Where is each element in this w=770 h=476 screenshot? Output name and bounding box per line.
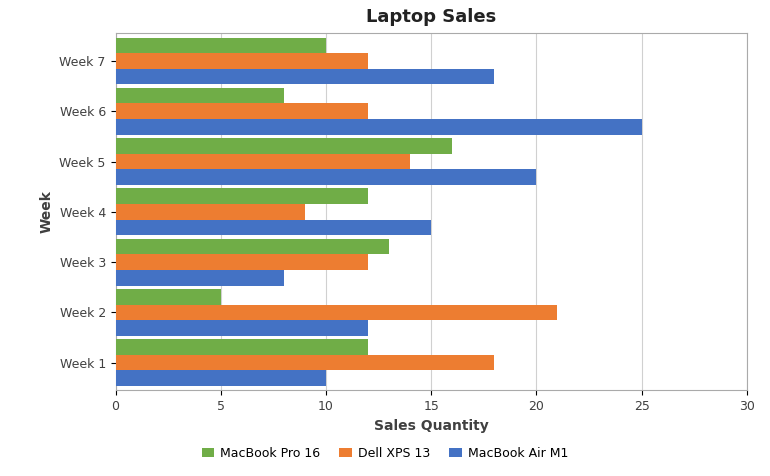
Bar (116, 305, 557, 320)
Bar (116, 219, 431, 235)
Bar (116, 270, 284, 286)
Bar (116, 38, 326, 53)
Bar (116, 370, 326, 386)
Bar (116, 119, 641, 135)
Bar (116, 53, 368, 69)
Bar (116, 169, 537, 185)
Bar (116, 188, 368, 204)
Bar (116, 320, 368, 336)
Bar (116, 103, 368, 119)
Legend: MacBook Pro 16, Dell XPS 13, MacBook Air M1: MacBook Pro 16, Dell XPS 13, MacBook Air… (197, 442, 573, 465)
Bar (116, 88, 284, 103)
Title: Laptop Sales: Laptop Sales (366, 8, 497, 26)
Bar (116, 69, 494, 84)
Bar (116, 289, 221, 305)
Bar (116, 204, 305, 219)
Bar (116, 254, 368, 270)
Y-axis label: Week: Week (40, 190, 54, 233)
Bar (116, 339, 368, 355)
Bar (116, 138, 452, 154)
Bar (116, 355, 494, 370)
Bar (116, 238, 389, 254)
X-axis label: Sales Quantity: Sales Quantity (373, 418, 489, 433)
Bar (116, 154, 410, 169)
